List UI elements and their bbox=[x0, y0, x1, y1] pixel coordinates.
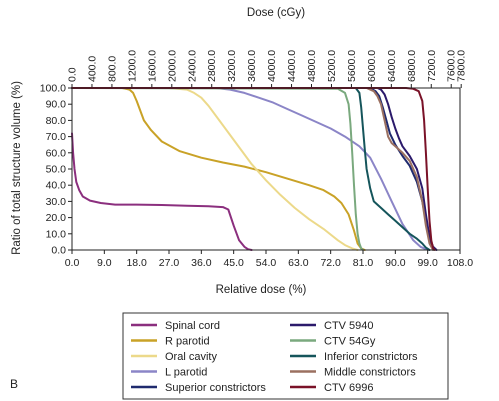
x2-tick-label: 4000.0 bbox=[266, 50, 278, 82]
legend-label: Superior constrictors bbox=[165, 382, 266, 394]
x2-tick-label: 3600.0 bbox=[246, 50, 258, 82]
y-tick-label: 60.0 bbox=[46, 147, 67, 159]
x-tick-label: 18.0 bbox=[126, 257, 147, 269]
x2-tick-label: 0.0 bbox=[67, 67, 79, 82]
y-tick-label: 80.0 bbox=[46, 115, 67, 127]
x-tick-label: 9.0 bbox=[97, 257, 112, 269]
legend-box bbox=[122, 312, 449, 400]
left-axis-ticks: 0.0 10.0 20.0 30.0 40.0 50.0 60.0 70.0 80.0 90.0 1… bbox=[40, 83, 72, 257]
x-tick-label: 81.0 bbox=[353, 257, 374, 269]
y-tick-label: 0.0 bbox=[51, 245, 66, 257]
legend-label: CTV 54Gy bbox=[324, 336, 376, 348]
series-line-7 bbox=[71, 87, 431, 251]
y-tick-label: 10.0 bbox=[46, 228, 67, 240]
legend-label: L parotid bbox=[165, 367, 207, 379]
series-line-8 bbox=[71, 87, 435, 251]
y-tick-label: 30.0 bbox=[46, 196, 67, 208]
x2-tick-label: 6400.0 bbox=[386, 50, 398, 82]
x2-tick-label: 5600.0 bbox=[346, 50, 358, 82]
series-line-5 bbox=[71, 87, 438, 251]
top-axis-title: Dose (cGy) bbox=[247, 7, 305, 19]
x-tick-label: 90.0 bbox=[385, 257, 406, 269]
x-tick-label: 72.0 bbox=[320, 257, 341, 269]
series-line-9 bbox=[71, 87, 436, 251]
x2-tick-label: 2800.0 bbox=[206, 50, 218, 82]
x-axis-title: Relative dose (%) bbox=[216, 284, 307, 296]
y-tick-label: 50.0 bbox=[46, 164, 67, 176]
x2-tick-label: 4800.0 bbox=[306, 50, 318, 82]
legend-label: CTV 5940 bbox=[324, 320, 374, 332]
x-tick-label: 36.0 bbox=[191, 257, 212, 269]
legend-label: Spinal cord bbox=[165, 320, 220, 332]
series-line-1 bbox=[71, 87, 366, 251]
x2-tick-label: 6000.0 bbox=[366, 50, 378, 82]
y-tick-label: 70.0 bbox=[46, 131, 67, 143]
y-tick-label: 20.0 bbox=[46, 212, 67, 224]
y-tick-label: 40.0 bbox=[46, 180, 67, 192]
x2-tick-label: 800.0 bbox=[106, 56, 118, 82]
panel-label: B bbox=[10, 377, 18, 391]
x2-tick-label: 2000.0 bbox=[166, 50, 178, 82]
legend: Spinal cord CTV 5940 R parotid CTV 54Gy Oral… bbox=[131, 320, 418, 394]
legend-label: Oral cavity bbox=[165, 351, 217, 363]
series-line-6 bbox=[71, 87, 364, 251]
top-axis-ticks: 0.0 400.0 800.0 1200.0 1600.0 2000.0 2400.0 280… bbox=[67, 50, 468, 88]
x-tick-label: 99.0 bbox=[417, 257, 438, 269]
legend-label: Inferior constrictors bbox=[324, 351, 418, 363]
x2-tick-label: 7200.0 bbox=[426, 50, 438, 82]
series-line-2 bbox=[71, 87, 359, 251]
legend-label: Middle constrictors bbox=[324, 367, 416, 379]
y-tick-label: 100.0 bbox=[40, 83, 66, 95]
x2-tick-label: 1200.0 bbox=[126, 50, 138, 82]
x-tick-label: 27.0 bbox=[159, 257, 180, 269]
x2-tick-label: 5200.0 bbox=[326, 50, 338, 82]
x2-tick-label: 7600.0 bbox=[446, 50, 458, 82]
x-tick-label: 108.0 bbox=[447, 257, 473, 269]
y-axis-title: Ratio of total structure volume (%) bbox=[11, 81, 23, 255]
x-tick-label: 63.0 bbox=[288, 257, 309, 269]
series-layer bbox=[71, 87, 438, 251]
x2-tick-label: 6800.0 bbox=[406, 50, 418, 82]
x2-tick-label: 7800.0 bbox=[456, 50, 468, 82]
x-tick-label: 54.0 bbox=[256, 257, 277, 269]
x-tick-label: 0.0 bbox=[65, 257, 80, 269]
x2-tick-label: 400.0 bbox=[87, 56, 99, 82]
x2-tick-label: 2400.0 bbox=[186, 50, 198, 82]
x-tick-label: 45.0 bbox=[223, 257, 244, 269]
bottom-axis-ticks: 0.0 9.0 18.0 27.0 36.0 45.0 54.0 63.0 72.0 81.0 90… bbox=[65, 250, 473, 269]
legend-label: CTV 6996 bbox=[324, 382, 374, 394]
legend-label: R parotid bbox=[165, 336, 210, 348]
series-line-0 bbox=[71, 132, 253, 251]
x2-tick-label: 3200.0 bbox=[226, 50, 238, 82]
x2-tick-label: 1600.0 bbox=[146, 50, 158, 82]
y-tick-label: 90.0 bbox=[46, 99, 67, 111]
series-line-3 bbox=[71, 87, 431, 251]
x2-tick-label: 4400.0 bbox=[286, 50, 298, 82]
